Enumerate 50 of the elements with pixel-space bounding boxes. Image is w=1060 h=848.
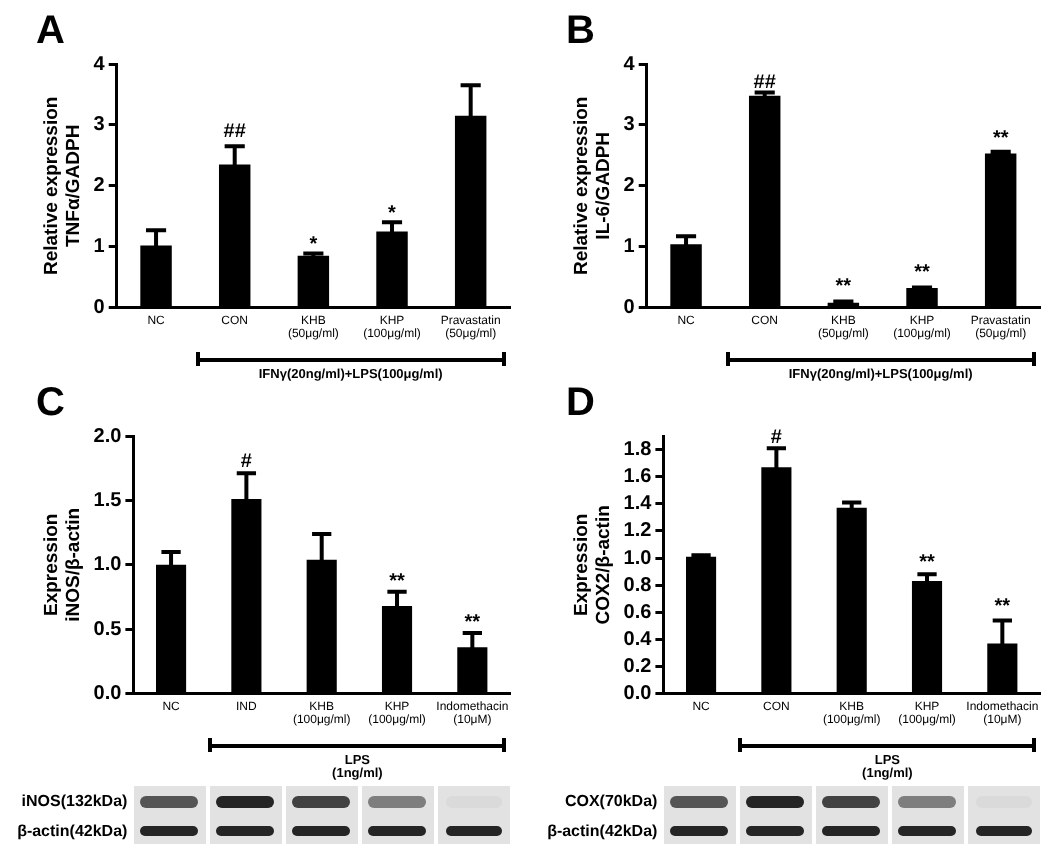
text: β-actin(42kDa)	[545, 819, 658, 844]
y-tick-label: 0	[93, 297, 106, 320]
chart-title: C	[36, 381, 65, 426]
y-tick-label: 0	[623, 297, 636, 320]
y-tick-label: 0.8	[623, 574, 653, 597]
annotation: **	[835, 276, 852, 299]
annotation: #	[770, 426, 783, 449]
y-tick-label: 0.0	[623, 683, 653, 706]
y-tick-label: 2	[623, 175, 636, 198]
chart-title: A	[36, 9, 65, 54]
text: COX(70kDa)	[562, 790, 658, 814]
chart-title: D	[566, 381, 595, 426]
annotation: ##	[223, 121, 247, 144]
y-axis-title: Relative expression TNFα/GADPH	[40, 96, 86, 276]
y-tick-label: 0.4	[623, 628, 653, 651]
y-tick-label: 1.2	[623, 520, 653, 543]
y-tick-label: 0.6	[623, 601, 653, 624]
y-axis-title: Expression iNOS/β-actin	[40, 507, 86, 622]
text: β-actin(42kDa)	[15, 819, 128, 844]
y-tick-label: 1.0	[93, 554, 123, 577]
annotation: #	[240, 450, 253, 473]
y-tick-label: 1.0	[623, 547, 653, 570]
annotation: **	[994, 596, 1011, 619]
annotation: **	[389, 570, 406, 593]
y-tick-label: 4	[93, 53, 106, 76]
annotation: **	[992, 128, 1009, 151]
annotation: **	[914, 262, 930, 285]
y-tick-label: 1.8	[623, 439, 653, 462]
text: iNOS(132kDa)	[19, 790, 128, 814]
annotation: **	[919, 551, 936, 574]
y-tick-label: 1.4	[623, 493, 653, 516]
y-tick-label: 0.5	[93, 618, 123, 641]
y-tick-label: 1	[623, 236, 636, 259]
y-axis-title: Relative expression IL-6/GADPH	[570, 96, 616, 276]
annotation: **	[464, 611, 481, 634]
y-tick-label: 1.5	[93, 489, 123, 512]
y-tick-label: 2.0	[93, 425, 123, 448]
y-tick-label: 3	[93, 114, 106, 137]
annotation: ##	[753, 72, 777, 95]
annotation: *	[388, 203, 397, 226]
annotation: *	[309, 233, 318, 256]
chart-title: B	[566, 9, 595, 54]
y-tick-label: 4	[623, 53, 636, 76]
y-tick-label: 0.0	[93, 683, 123, 706]
y-tick-label: 2	[93, 175, 106, 198]
y-tick-label: 3	[623, 114, 636, 137]
y-tick-label: 1	[93, 236, 106, 259]
y-tick-label: 1.6	[623, 466, 653, 489]
y-axis-title: Expression COX2/β-actin	[570, 504, 616, 625]
y-tick-label: 0.2	[623, 655, 653, 678]
